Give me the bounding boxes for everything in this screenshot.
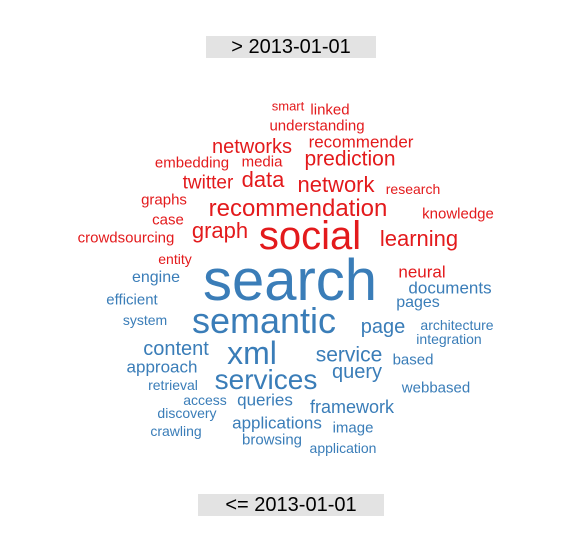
cloud-word-retrieval: retrieval bbox=[148, 377, 198, 393]
cloud-word-entity: entity bbox=[158, 251, 192, 267]
cloud-word-smart: smart bbox=[271, 98, 305, 114]
cloud-word-system: system bbox=[122, 312, 168, 328]
cloud-word-social: social bbox=[258, 214, 362, 258]
cloud-word-crowdsourcing: crowdsourcing bbox=[77, 229, 175, 247]
cloud-word-networks: networks bbox=[211, 136, 293, 158]
cloud-word-network: network bbox=[297, 172, 375, 197]
cloud-word-embedding: embedding bbox=[154, 154, 230, 172]
cloud-word-query: query bbox=[331, 361, 383, 383]
cloud-word-crawling: crawling bbox=[150, 423, 202, 439]
cloud-word-access: access bbox=[183, 392, 227, 408]
cloud-word-learning: learning bbox=[379, 226, 459, 251]
top-period-label: > 2013-01-01 bbox=[206, 36, 376, 58]
bottom-period-label: <= 2013-01-01 bbox=[198, 494, 384, 516]
cloud-word-service: service bbox=[315, 343, 383, 367]
cloud-word-neural: neural bbox=[398, 262, 446, 282]
cloud-word-graph: graph bbox=[191, 218, 249, 243]
cloud-word-efficient: efficient bbox=[106, 291, 158, 309]
cloud-word-browsing: browsing bbox=[241, 431, 303, 449]
cloud-word-application: application bbox=[309, 440, 377, 456]
cloud-word-knowledge: knowledge bbox=[422, 205, 494, 223]
cloud-word-media: media bbox=[241, 153, 283, 171]
cloud-word-pages: pages bbox=[396, 294, 440, 311]
cloud-word-search: search bbox=[202, 248, 378, 313]
cloud-word-applications: applications bbox=[232, 413, 322, 433]
cloud-word-image: image bbox=[332, 419, 374, 437]
cloud-word-semantic: semantic bbox=[191, 300, 337, 341]
cloud-word-webbased: webbased bbox=[401, 379, 471, 397]
cloud-word-understanding: understanding bbox=[269, 117, 365, 135]
cloud-word-recommendation: recommendation bbox=[208, 195, 388, 222]
cloud-word-graphs: graphs bbox=[141, 191, 187, 209]
cloud-word-documents: documents bbox=[408, 278, 492, 298]
cloud-word-services: services bbox=[214, 364, 318, 395]
cloud-word-twitter: twitter bbox=[182, 172, 234, 194]
cloud-word-architecture: architecture bbox=[420, 317, 494, 333]
cloud-word-data: data bbox=[241, 167, 285, 192]
cloud-word-linked: linked bbox=[310, 101, 350, 119]
cloud-word-engine: engine bbox=[131, 269, 181, 286]
cloud-word-prediction: prediction bbox=[304, 147, 396, 171]
cloud-word-framework: framework bbox=[309, 397, 395, 417]
cloud-word-page: page bbox=[360, 316, 406, 338]
cloud-word-research: research bbox=[385, 181, 441, 197]
cloud-word-xml: xml bbox=[227, 335, 277, 371]
cloud-word-approach: approach bbox=[126, 357, 198, 377]
cloud-word-integration: integration bbox=[416, 331, 482, 347]
cloud-word-queries: queries bbox=[237, 390, 293, 410]
cloud-word-content: content bbox=[143, 338, 209, 360]
cloud-word-based: based bbox=[392, 351, 434, 369]
cloud-word-discovery: discovery bbox=[157, 405, 217, 421]
cloud-word-recommender: recommender bbox=[308, 132, 414, 152]
cloud-word-case: case bbox=[152, 211, 184, 229]
